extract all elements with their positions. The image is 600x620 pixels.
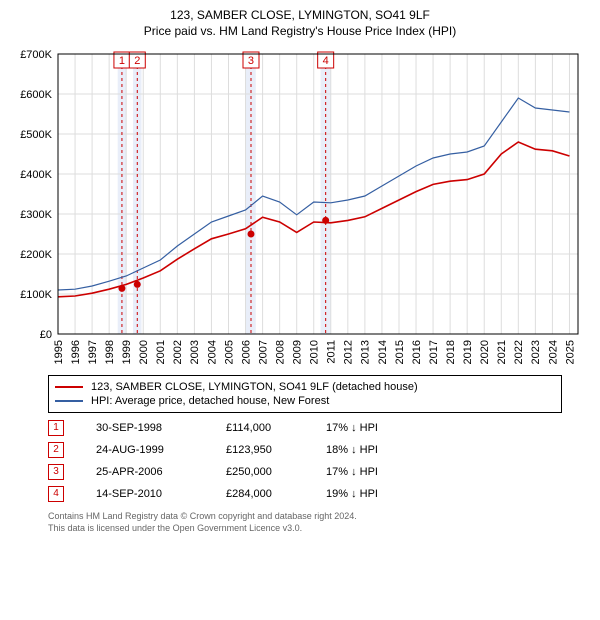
y-tick-label: £100K: [20, 289, 52, 301]
x-tick-label: 2009: [292, 340, 304, 364]
y-tick-label: £0: [40, 329, 52, 341]
event-marker-number: 1: [119, 55, 125, 67]
x-tick-label: 1999: [121, 340, 133, 364]
footer-line1: Contains HM Land Registry data © Crown c…: [48, 511, 590, 523]
footer-line2: This data is licensed under the Open Gov…: [48, 523, 590, 535]
sale-dot: [134, 281, 141, 288]
x-tick-label: 2005: [223, 340, 235, 364]
x-tick-label: 2000: [138, 340, 150, 364]
x-tick-label: 2020: [479, 340, 491, 364]
y-tick-label: £400K: [20, 169, 52, 181]
x-tick-label: 1998: [104, 340, 116, 364]
event-delta: 17% ↓ HPI: [326, 422, 446, 434]
x-tick-label: 2016: [411, 340, 423, 364]
legend: 123, SAMBER CLOSE, LYMINGTON, SO41 9LF (…: [48, 375, 562, 413]
event-date: 25-APR-2006: [96, 466, 226, 478]
x-tick-label: 2013: [360, 340, 372, 364]
x-tick-label: 2018: [445, 340, 457, 364]
events-table: 130-SEP-1998£114,00017% ↓ HPI224-AUG-199…: [48, 417, 548, 505]
page-title: 123, SAMBER CLOSE, LYMINGTON, SO41 9LF: [0, 0, 600, 22]
legend-swatch: [55, 400, 83, 402]
sale-dot: [247, 231, 254, 238]
legend-item: 123, SAMBER CLOSE, LYMINGTON, SO41 9LF (…: [55, 381, 555, 393]
x-tick-label: 2003: [189, 340, 201, 364]
x-tick-label: 2023: [530, 340, 542, 364]
y-tick-label: £500K: [20, 129, 52, 141]
y-tick-label: £600K: [20, 89, 52, 101]
x-tick-label: 2017: [428, 340, 440, 364]
event-price: £284,000: [226, 488, 326, 500]
x-tick-label: 2011: [326, 340, 338, 364]
x-tick-label: 1996: [70, 340, 82, 364]
y-tick-label: £300K: [20, 209, 52, 221]
event-marker-number: 3: [248, 55, 254, 67]
event-date: 30-SEP-1998: [96, 422, 226, 434]
x-tick-label: 2025: [564, 340, 576, 364]
x-tick-label: 2002: [172, 340, 184, 364]
event-price: £250,000: [226, 466, 326, 478]
event-number-box: 4: [48, 486, 64, 502]
event-row: 3 25-APR-2006£250,00017% ↓ HPI: [48, 461, 548, 483]
event-number-box: 1: [48, 420, 64, 436]
sale-dot: [322, 217, 329, 224]
event-number-box: 2: [48, 442, 64, 458]
x-tick-label: 2004: [206, 340, 218, 364]
x-tick-label: 2007: [257, 340, 269, 364]
x-tick-label: 2024: [547, 340, 559, 364]
x-tick-label: 2006: [240, 340, 252, 364]
x-tick-label: 2010: [309, 340, 321, 364]
x-tick-label: 2008: [274, 340, 286, 364]
footer: Contains HM Land Registry data © Crown c…: [48, 511, 590, 534]
x-tick-label: 2012: [343, 340, 355, 364]
x-tick-label: 2019: [462, 340, 474, 364]
event-row: 1 30-SEP-1998£114,00017% ↓ HPI: [48, 417, 548, 439]
event-delta: 18% ↓ HPI: [326, 444, 446, 456]
x-tick-label: 2014: [377, 340, 389, 364]
y-tick-label: £700K: [20, 49, 52, 61]
event-row: 2 24-AUG-1999£123,95018% ↓ HPI: [48, 439, 548, 461]
x-tick-label: 2015: [394, 340, 406, 364]
chart-svg: £0 £100K £200K £300K £400K £500K £600K £700K 199…: [10, 44, 590, 364]
sale-dot: [118, 285, 125, 292]
event-number-box: 3: [48, 464, 64, 480]
event-delta: 19% ↓ HPI: [326, 488, 446, 500]
legend-label: 123, SAMBER CLOSE, LYMINGTON, SO41 9LF (…: [91, 381, 418, 393]
event-marker-number: 2: [134, 55, 140, 67]
legend-swatch: [55, 386, 83, 388]
x-tick-label: 1995: [53, 340, 65, 364]
page-subtitle: Price paid vs. HM Land Registry's House …: [0, 22, 600, 44]
event-date: 24-AUG-1999: [96, 444, 226, 456]
price-chart: £0 £100K £200K £300K £400K £500K £600K £700K 199…: [10, 44, 590, 369]
x-tick-label: 2022: [513, 340, 525, 364]
event-marker-number: 4: [323, 55, 329, 67]
x-tick-label: 2021: [496, 340, 508, 364]
event-row: 4 14-SEP-2010£284,00019% ↓ HPI: [48, 483, 548, 505]
y-tick-label: £200K: [20, 249, 52, 261]
x-tick-label: 1997: [87, 340, 99, 364]
event-price: £114,000: [226, 422, 326, 434]
event-date: 14-SEP-2010: [96, 488, 226, 500]
event-delta: 17% ↓ HPI: [326, 466, 446, 478]
legend-item: HPI: Average price, detached house, New …: [55, 395, 555, 407]
legend-label: HPI: Average price, detached house, New …: [91, 395, 329, 407]
event-price: £123,950: [226, 444, 326, 456]
x-tick-label: 2001: [155, 340, 167, 364]
